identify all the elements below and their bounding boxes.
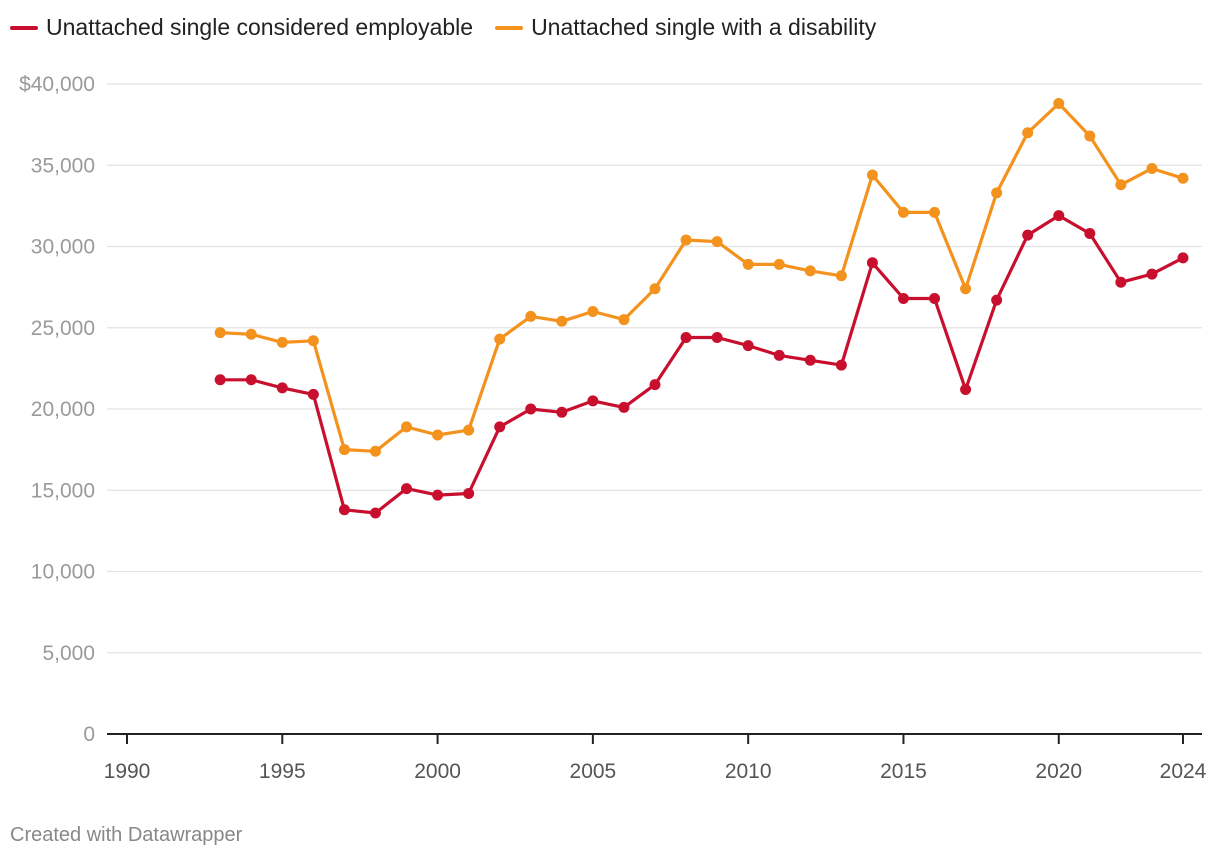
series-group xyxy=(214,210,1189,519)
data-point xyxy=(1115,276,1127,288)
data-point xyxy=(556,315,568,327)
series-line xyxy=(218,214,1185,515)
series-layer xyxy=(214,98,1189,519)
y-tick-label: 20,000 xyxy=(31,398,95,421)
data-point xyxy=(711,332,723,343)
data-point xyxy=(1022,229,1034,241)
y-tick-label: 35,000 xyxy=(31,154,95,177)
data-point xyxy=(369,507,381,519)
data-point xyxy=(245,374,257,386)
y-tick-label: 30,000 xyxy=(31,236,95,259)
series-group xyxy=(214,98,1189,457)
x-tick-label: 1990 xyxy=(104,760,151,783)
data-point xyxy=(773,349,785,361)
data-point xyxy=(1053,210,1065,222)
data-point xyxy=(338,444,350,456)
legend-label: Unattached single considered employable xyxy=(46,14,474,40)
y-tick-label: 15,000 xyxy=(31,479,95,502)
data-point xyxy=(463,424,475,436)
legend-label: Unattached single with a disability xyxy=(531,14,877,40)
x-tick-label: 1995 xyxy=(259,760,306,783)
data-point xyxy=(276,336,288,348)
data-point xyxy=(711,236,723,248)
data-point xyxy=(804,265,816,277)
chart-legend: Unattached single considered employable U… xyxy=(10,14,876,41)
data-point xyxy=(525,403,537,415)
data-point xyxy=(742,340,754,352)
data-point xyxy=(773,258,785,270)
y-tick-label: 0 xyxy=(83,723,95,746)
data-point xyxy=(1084,130,1096,142)
data-point xyxy=(276,382,288,394)
data-point xyxy=(835,270,847,282)
x-tick-label: 2005 xyxy=(570,760,617,783)
x-tick-label: 2020 xyxy=(1035,760,1082,783)
data-point xyxy=(1022,127,1034,139)
data-point xyxy=(1053,98,1065,109)
data-point xyxy=(1115,179,1127,191)
data-point xyxy=(369,445,381,457)
data-point xyxy=(742,258,754,270)
data-point xyxy=(649,283,661,295)
data-point xyxy=(960,384,972,395)
y-tick-label: 10,000 xyxy=(31,561,95,584)
data-point xyxy=(307,388,319,400)
data-point xyxy=(307,335,319,347)
data-point xyxy=(401,421,413,433)
series-line xyxy=(218,101,1185,453)
y-tick-label: $40,000 xyxy=(19,73,95,96)
data-point xyxy=(991,294,1003,306)
data-point xyxy=(897,293,909,304)
y-tick-label: 5,000 xyxy=(42,642,95,665)
data-point xyxy=(587,306,599,317)
data-point xyxy=(494,333,506,345)
data-point xyxy=(835,359,847,371)
data-point xyxy=(680,234,692,246)
data-point xyxy=(214,327,226,339)
data-point xyxy=(649,379,661,391)
data-point xyxy=(866,169,878,181)
legend-item-2: Unattached single with a disability xyxy=(495,14,876,41)
data-point xyxy=(556,406,568,418)
legend-item-1: Unattached single considered employable xyxy=(10,14,473,41)
y-tick-label: 25,000 xyxy=(31,317,95,340)
x-tick-label: 2010 xyxy=(725,760,772,783)
x-axis: 1990 1995 2000 2005 2010 2015 2020 2024 xyxy=(104,733,1207,783)
data-point xyxy=(1177,172,1189,184)
data-point xyxy=(432,489,444,501)
data-point xyxy=(618,314,630,326)
legend-swatch xyxy=(495,25,524,30)
gridlines xyxy=(107,83,1202,654)
data-point xyxy=(494,421,506,433)
footer-credit: Created with Datawrapper xyxy=(10,824,243,846)
data-point xyxy=(929,206,941,218)
data-point xyxy=(1146,268,1158,280)
data-point xyxy=(432,429,444,441)
data-point xyxy=(929,293,941,304)
data-point xyxy=(1084,228,1096,239)
data-point xyxy=(680,332,692,343)
legend-swatch xyxy=(10,25,38,30)
data-point xyxy=(991,187,1003,199)
data-point xyxy=(866,257,878,269)
data-point xyxy=(463,488,475,499)
data-point xyxy=(214,374,226,386)
data-point xyxy=(618,401,630,413)
data-point xyxy=(960,283,972,295)
data-point xyxy=(338,504,350,516)
data-point xyxy=(525,310,537,322)
data-point xyxy=(804,354,816,366)
y-axis: 0 5,000 10,000 15,000 20,000 25,000 30,000 35,0… xyxy=(19,73,95,746)
data-point xyxy=(897,206,909,218)
data-point xyxy=(1146,163,1158,174)
data-point xyxy=(1177,252,1189,264)
x-tick-label: 2000 xyxy=(414,760,461,783)
data-point xyxy=(587,395,599,407)
data-point xyxy=(245,328,257,340)
data-point xyxy=(401,483,413,495)
x-tick-label: 2024 xyxy=(1160,760,1207,783)
x-tick-label: 2015 xyxy=(880,760,927,783)
